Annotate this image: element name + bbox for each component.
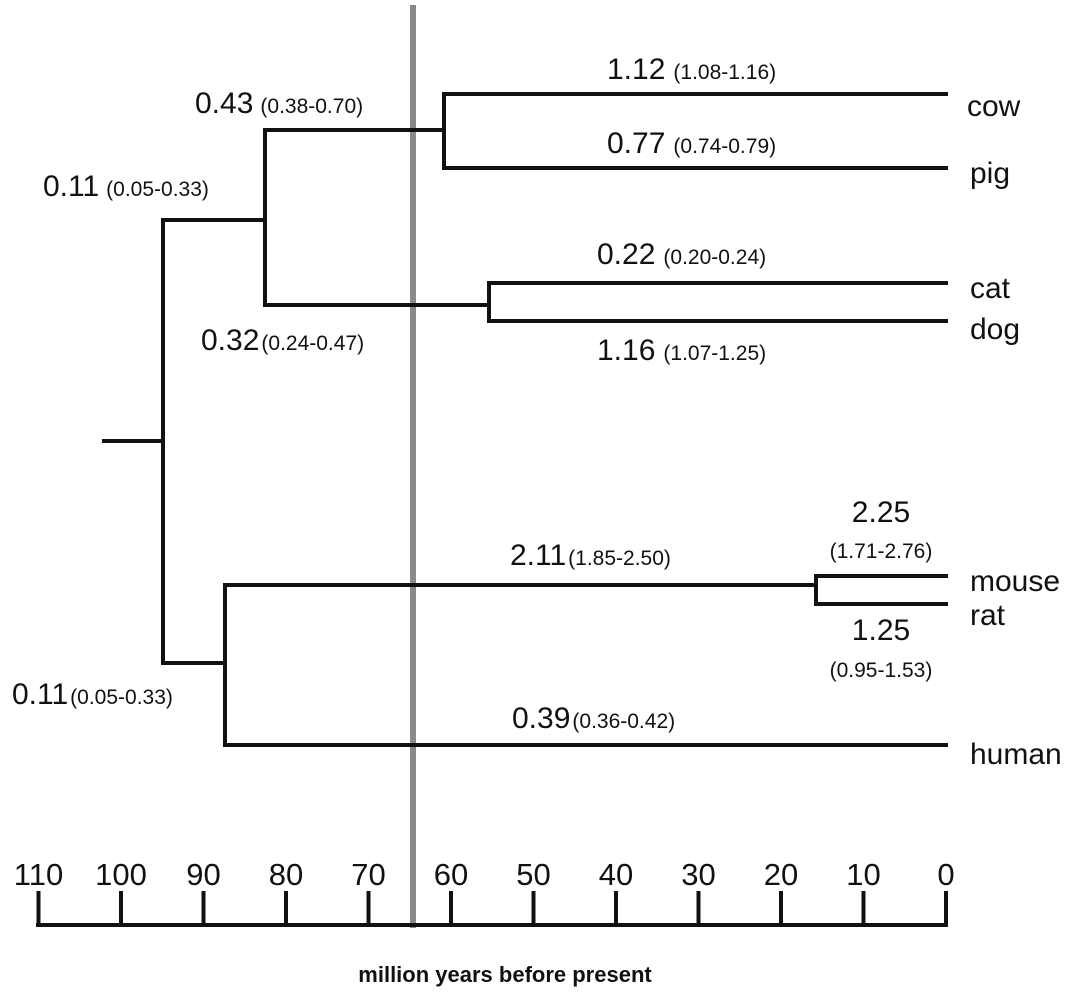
time-axis-tick-label-110: 110 <box>14 857 63 892</box>
time-axis-tick-label-100: 100 <box>95 857 147 892</box>
taxon-label-dog: dog <box>970 313 1020 346</box>
time-axis-title: million years before present <box>358 962 652 987</box>
time-axis-tick-label-30: 30 <box>681 857 715 892</box>
branch-label-cow-pig-stem: 0.43 (0.38-0.70) <box>195 87 363 120</box>
time-axis-tick-label-60: 60 <box>434 857 468 892</box>
branch-label-cat-dog-stem: 0.32(0.24-0.47) <box>201 324 364 357</box>
branch-label-rat-ci: (0.95-1.53) <box>830 659 933 682</box>
branch-label-mouse-ci: (1.71-2.76) <box>830 540 933 563</box>
time-axis-tick-label-40: 40 <box>599 857 633 892</box>
branch-label-pig: 0.77 (0.74-0.79) <box>607 127 776 160</box>
branch-label-mouse-rate: 2.25 <box>852 496 910 529</box>
taxon-label-rat: rat <box>970 599 1006 632</box>
taxon-label-mouse: mouse <box>970 565 1060 598</box>
time-axis: 110 100 90 80 70 60 50 40 30 20 10 0 <box>14 857 955 927</box>
taxon-label-pig: pig <box>970 157 1010 190</box>
branch-label-euarchontoglires-stem: 0.11(0.05-0.33) <box>12 678 173 711</box>
branch-label-laurasiatheria-stem: 0.11 (0.05-0.33) <box>43 170 209 203</box>
branch-label-human: 0.39(0.36-0.42) <box>512 702 675 735</box>
time-axis-tick-label-90: 90 <box>186 857 220 892</box>
time-axis-tick-label-10: 10 <box>846 857 880 892</box>
taxon-label-cat: cat <box>970 272 1011 305</box>
time-axis-tick-label-50: 50 <box>516 857 550 892</box>
branch-label-dog: 1.16 (1.07-1.25) <box>597 334 766 367</box>
time-axis-tick-label-0: 0 <box>937 857 954 892</box>
branch-label-cow: 1.12 (1.08-1.16) <box>607 53 776 86</box>
branch-label-rat-rate: 1.25 <box>852 614 910 647</box>
branch-label-cat: 0.22 (0.20-0.24) <box>597 238 766 271</box>
branch-label-rodent-stem: 2.11(1.85-2.50) <box>510 539 671 572</box>
time-axis-tick-label-70: 70 <box>351 857 385 892</box>
time-axis-tick-label-80: 80 <box>269 857 303 892</box>
taxon-label-human: human <box>970 738 1062 771</box>
time-axis-tick-label-20: 20 <box>764 857 798 892</box>
taxon-label-cow: cow <box>967 90 1021 123</box>
